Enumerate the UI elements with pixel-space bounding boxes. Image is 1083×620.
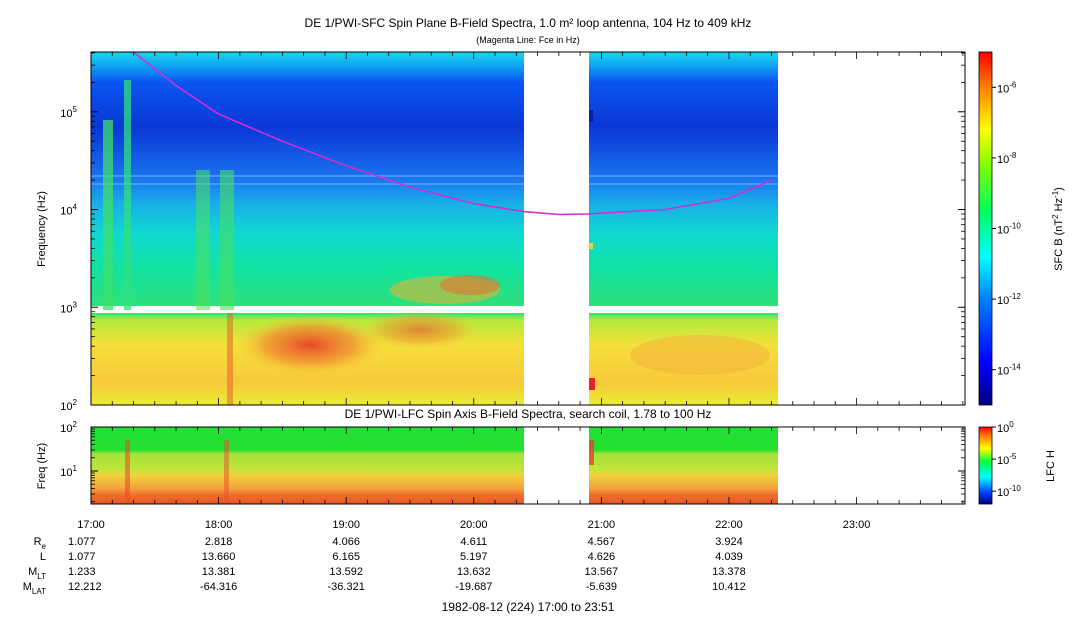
ephemeris-value: 13.567: [585, 566, 619, 578]
ephemeris-label: Re: [34, 536, 47, 551]
y-tick-label: 102: [60, 420, 77, 435]
ephemeris-value: 1.233: [68, 566, 96, 578]
ephemeris-value: 6.165: [332, 551, 360, 563]
ephemeris-value: 4.611: [460, 536, 487, 548]
ephemeris-value: -36.321: [328, 581, 365, 593]
time-tick-label: 17:00: [77, 519, 105, 531]
ephemeris-value: 13.660: [202, 551, 236, 563]
lfc-spectrogram: [91, 427, 965, 504]
ephemeris-value: 4.066: [332, 536, 360, 548]
ephemeris-value: 1.077: [68, 536, 96, 548]
colorbar-tick-label: 10-5: [997, 452, 1017, 467]
ephemeris-value: 13.632: [457, 566, 491, 578]
time-tick-label: 20:00: [460, 519, 488, 531]
sfc-colorbar-label: SFC B (nT2 Hz-1): [1051, 187, 1065, 271]
ephemeris-label: MLAT: [23, 581, 46, 596]
y-tick-label: 103: [60, 300, 77, 315]
colorbar-tick-label: 10-8: [997, 151, 1017, 166]
sfc-subtitle: (Magenta Line: Fce in Hz): [476, 35, 580, 45]
ephemeris-label: L: [40, 551, 46, 563]
footer-date: 1982-08-12 (224) 17:00 to 23:51: [442, 600, 615, 614]
lfc-frame: [90, 426, 966, 505]
y-tick-label: 104: [60, 203, 77, 218]
ephemeris-value: 1.077: [68, 551, 96, 563]
time-tick-label: 19:00: [332, 519, 360, 531]
ephemeris-value: 4.626: [588, 551, 616, 563]
ephemeris-value: 4.039: [715, 551, 743, 563]
ephemeris-value: 10.412: [712, 581, 746, 593]
colorbar-tick-label: 10-10: [997, 484, 1021, 499]
colorbar-tick-label: 100: [997, 420, 1014, 435]
lfc-ylabel: Freq (Hz): [36, 443, 48, 489]
y-tick-label: 101: [60, 464, 77, 479]
sfc-colorbar: [978, 51, 993, 406]
sfc-frame: [90, 51, 966, 406]
time-tick-label: 18:00: [205, 519, 233, 531]
ephemeris-value: 3.924: [715, 536, 743, 548]
ephemeris-value: 4.567: [588, 536, 616, 548]
ephemeris-value: -64.316: [200, 581, 237, 593]
lfc-colorbar-label: LFC H: [1045, 450, 1057, 482]
y-tick-label: 102: [60, 398, 77, 413]
ephemeris-value: 13.381: [202, 566, 236, 578]
sfc-ylabel: Frequency (Hz): [36, 191, 48, 267]
time-tick-label: 23:00: [843, 519, 871, 531]
sfc-title: DE 1/PWI-SFC Spin Plane B-Field Spectra,…: [305, 16, 752, 30]
time-tick-label: 21:00: [588, 519, 616, 531]
sfc-spectrogram: [91, 52, 965, 405]
ephemeris-value: 5.197: [460, 551, 488, 563]
ephemeris-value: 13.592: [329, 566, 363, 578]
colorbar-tick-label: 10-14: [997, 363, 1021, 378]
ephemeris-label: MLT: [28, 566, 46, 581]
y-tick-label: 105: [60, 105, 77, 120]
time-tick-label: 22:00: [715, 519, 743, 531]
lfc-title: DE 1/PWI-LFC Spin Axis B-Field Spectra, …: [345, 407, 712, 421]
ephemeris-value: 2.818: [205, 536, 233, 548]
lfc-colorbar: [978, 426, 993, 505]
axes-layer: 102 103 104 105 101 102 10-6 10-8 10-10 10-12 10-1…: [23, 52, 1021, 596]
colorbar-tick-label: 10-10: [997, 222, 1021, 237]
colorbar-tick-label: 10-6: [997, 80, 1017, 95]
ephemeris-value: 12.212: [68, 581, 102, 593]
ephemeris-value: 13.378: [712, 566, 746, 578]
ephemeris-value: -19.687: [455, 581, 492, 593]
colorbar-tick-label: 10-12: [997, 292, 1021, 307]
ephemeris-value: -5.639: [586, 581, 617, 593]
fce-line: [133, 52, 772, 216]
